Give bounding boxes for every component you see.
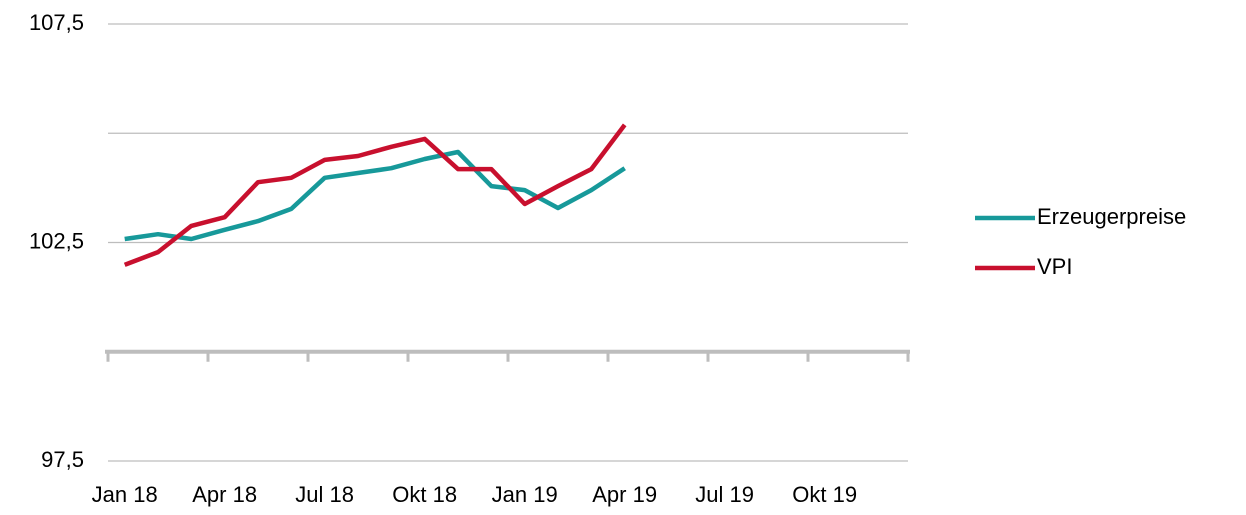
line-series — [124, 149, 626, 242]
line-series — [123, 123, 627, 267]
x-tick-label: Okt 19 — [792, 482, 857, 507]
x-tick-label: Jul 18 — [295, 482, 354, 507]
legend-label: VPI — [1037, 254, 1072, 279]
legend-label: Erzeugerpreise — [1037, 204, 1186, 229]
y-tick-label: 102,5 — [29, 228, 84, 253]
x-tick-label: Okt 18 — [392, 482, 457, 507]
x-tick-label: Jul 19 — [695, 482, 754, 507]
x-tick-label: Apr 19 — [592, 482, 657, 507]
x-tick-label: Jan 18 — [92, 482, 158, 507]
x-tick-label: Apr 18 — [192, 482, 257, 507]
x-tick-label: Jan 19 — [492, 482, 558, 507]
y-tick-label: 107,5 — [29, 10, 84, 35]
y-tick-label: 97,5 — [41, 447, 84, 472]
